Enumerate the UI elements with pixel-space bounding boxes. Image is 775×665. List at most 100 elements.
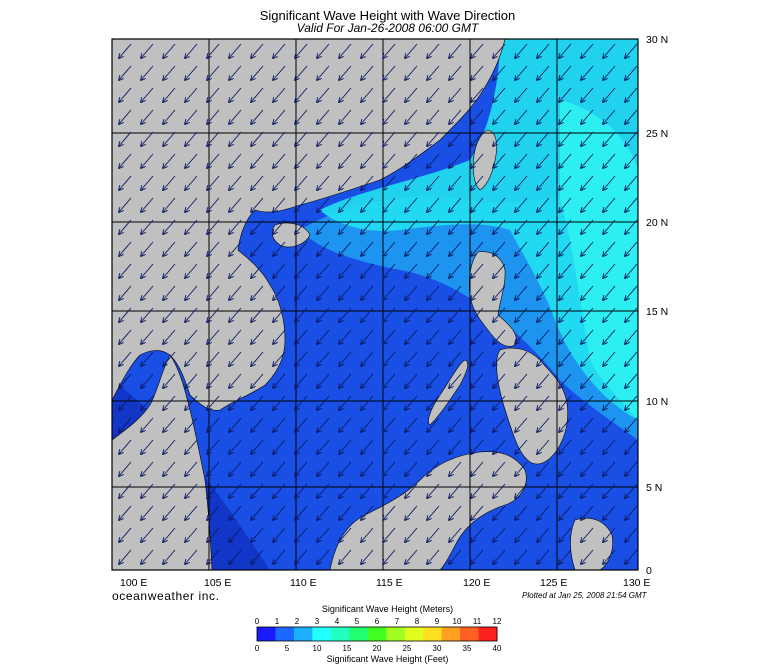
wave-arrow <box>581 43 594 58</box>
wave-arrow <box>559 263 572 278</box>
wave-arrow <box>207 549 220 564</box>
wave-arrow <box>185 285 198 300</box>
wave-arrow <box>405 109 418 124</box>
wave-arrow <box>405 505 418 520</box>
wave-arrow <box>493 153 506 168</box>
wave-arrow <box>603 65 616 80</box>
wave-arrow <box>625 307 638 322</box>
wave-arrow <box>383 461 396 476</box>
wave-arrow <box>317 109 330 124</box>
wave-arrow <box>317 527 330 542</box>
wave-arrow <box>273 417 286 432</box>
wave-arrow <box>449 241 462 256</box>
wave-arrow <box>119 527 132 542</box>
lon-label: 100 E <box>120 577 147 589</box>
wave-arrow <box>339 373 352 388</box>
wave-arrow <box>273 505 286 520</box>
wave-arrow <box>625 505 638 520</box>
wave-arrow <box>339 131 352 146</box>
wave-arrow <box>405 307 418 322</box>
wave-arrow <box>471 175 484 190</box>
wave-arrow <box>515 241 528 256</box>
wave-arrow <box>295 131 308 146</box>
wave-arrow <box>537 439 550 454</box>
wave-arrow <box>537 307 550 322</box>
wave-arrow <box>141 527 154 542</box>
wave-arrow <box>603 153 616 168</box>
wave-arrow <box>251 373 264 388</box>
wave-arrow <box>493 329 506 344</box>
wave-arrow <box>405 263 418 278</box>
wave-arrow <box>383 417 396 432</box>
wave-arrow <box>229 109 242 124</box>
wave-arrow <box>339 505 352 520</box>
wave-arrow <box>207 219 220 234</box>
wave-arrow <box>361 395 374 410</box>
wave-arrow <box>581 417 594 432</box>
wave-arrow <box>603 373 616 388</box>
wave-arrow <box>119 65 132 80</box>
wave-arrow <box>537 461 550 476</box>
wave-arrow <box>229 197 242 212</box>
wave-arrow <box>119 43 132 58</box>
wave-arrow <box>603 241 616 256</box>
scale-feet-tick: 20 <box>373 644 382 653</box>
wave-arrow <box>207 153 220 168</box>
wave-arrow <box>251 549 264 564</box>
wave-arrow <box>515 43 528 58</box>
wave-arrow <box>603 263 616 278</box>
wave-arrow <box>207 87 220 102</box>
wave-arrow <box>273 219 286 234</box>
wave-arrow <box>295 505 308 520</box>
wave-arrow <box>515 307 528 322</box>
wave-arrow <box>471 197 484 212</box>
wave-arrow <box>603 131 616 146</box>
wave-arrow <box>383 87 396 102</box>
wave-arrow <box>383 483 396 498</box>
wave-arrow <box>339 417 352 432</box>
wave-arrow <box>493 131 506 146</box>
scale-swatch <box>478 627 498 641</box>
wave-arrow <box>317 65 330 80</box>
wave-arrow <box>361 131 374 146</box>
wave-arrow <box>119 417 132 432</box>
wave-arrow <box>141 65 154 80</box>
wave-arrow <box>251 395 264 410</box>
wave-arrow <box>141 417 154 432</box>
wave-arrow <box>229 307 242 322</box>
wave-arrow <box>515 395 528 410</box>
wave-arrow <box>405 153 418 168</box>
wave-arrow <box>229 483 242 498</box>
wave-arrow <box>163 395 176 410</box>
wave-arrow <box>559 417 572 432</box>
wave-arrow <box>163 373 176 388</box>
wave-arrow <box>251 461 264 476</box>
wave-arrow <box>625 87 638 102</box>
wave-arrow <box>251 329 264 344</box>
wave-arrow <box>493 263 506 278</box>
wave-arrow <box>207 263 220 278</box>
wave-arrow <box>229 153 242 168</box>
wave-arrow <box>427 241 440 256</box>
wave-arrow <box>207 373 220 388</box>
wave-arrow <box>603 87 616 102</box>
scale-feet-tick: 5 <box>285 644 290 653</box>
wave-arrow <box>427 395 440 410</box>
wave-arrow <box>295 417 308 432</box>
wave-arrow <box>361 219 374 234</box>
scale-meters-tick: 5 <box>355 617 360 626</box>
wave-arrow <box>207 175 220 190</box>
wave-arrow <box>405 549 418 564</box>
wave-arrow <box>427 65 440 80</box>
wave-arrow <box>405 87 418 102</box>
wave-arrow <box>449 263 462 278</box>
wave-arrow <box>581 109 594 124</box>
wave-arrow <box>339 219 352 234</box>
wave-arrow <box>295 241 308 256</box>
wave-arrow <box>581 285 594 300</box>
wave-arrow <box>163 549 176 564</box>
wave-arrow <box>559 329 572 344</box>
wave-arrow <box>471 461 484 476</box>
wave-arrow <box>295 527 308 542</box>
wave-arrow <box>207 505 220 520</box>
